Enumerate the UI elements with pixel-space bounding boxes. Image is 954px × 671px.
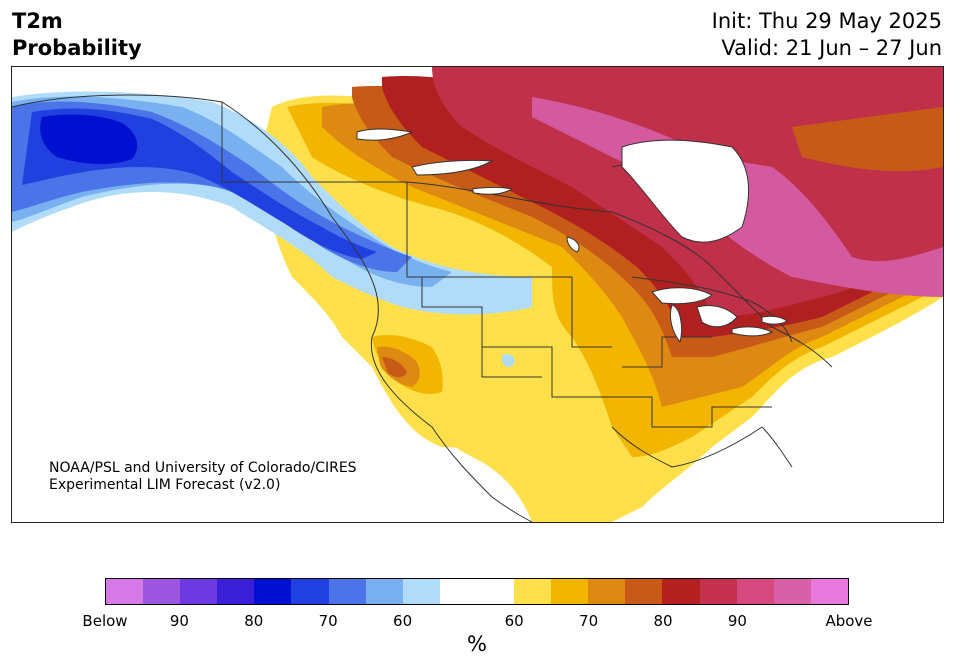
northern-waters [356,128,750,253]
colorbar-tick-label: Below [82,612,128,630]
colorbar-tick-label: 90 [727,612,747,630]
colorbar-swatch [217,579,255,604]
colorbar-tick-label: 90 [169,612,189,630]
colorbar-swatch [736,579,774,604]
colorbar-swatches [105,578,849,605]
colorbar-units: % [467,632,487,656]
colorbar-swatch [699,579,737,604]
colorbar-tick-label: 60 [504,612,524,630]
colorbar-tick-label: 80 [653,612,673,630]
colorbar-tick-label: 80 [244,612,264,630]
credit-line-1: NOAA/PSL and University of Colorado/CIRE… [49,460,357,476]
colorbar [105,578,849,605]
southwest-shading [367,325,572,522]
credit-line-2: Experimental LIM Forecast (v2.0) [49,477,281,493]
colorbar-swatch [439,579,477,604]
forecast-dates: Init: Thu 29 May 2025 Valid: 21 Jun – 27… [712,8,942,62]
colorbar-swatch [291,579,329,604]
init-date: Init: Thu 29 May 2025 [711,9,942,33]
colorbar-swatch [254,579,292,604]
colorbar-swatch [773,579,811,604]
colorbar-swatch [328,579,366,604]
colorbar-swatch [143,579,181,604]
colorbar-tick-label: 70 [318,612,338,630]
colorbar-swatch [514,579,552,604]
colorbar-tick-label: 60 [393,612,413,630]
map-canvas [12,67,943,522]
colorbar-swatch [810,579,848,604]
forecast-map [11,66,944,523]
colorbar-swatch [551,579,589,604]
colorbar-tick-label: 70 [579,612,599,630]
great-lakes [651,287,788,344]
colorbar-swatch [365,579,403,604]
title-variable: T2m [12,9,63,33]
colorbar-swatch [476,579,515,604]
map-title: T2m Probability [12,8,142,62]
colorbar-swatch [106,579,144,604]
colorbar-swatch [402,579,440,604]
below-normal-shading [12,91,532,367]
colorbar-swatch [625,579,663,604]
data-credit: NOAA/PSL and University of Colorado/CIRE… [49,460,357,494]
title-product: Probability [12,36,142,60]
valid-dates: Valid: 21 Jun – 27 Jun [721,36,942,60]
colorbar-swatch [588,579,626,604]
colorbar-tick-labels: Below 90 80 70 60 60 70 80 90 Above [82,612,872,632]
colorbar-swatch [662,579,700,604]
colorbar-swatch [180,579,218,604]
colorbar-tick-label: Above [825,612,873,630]
